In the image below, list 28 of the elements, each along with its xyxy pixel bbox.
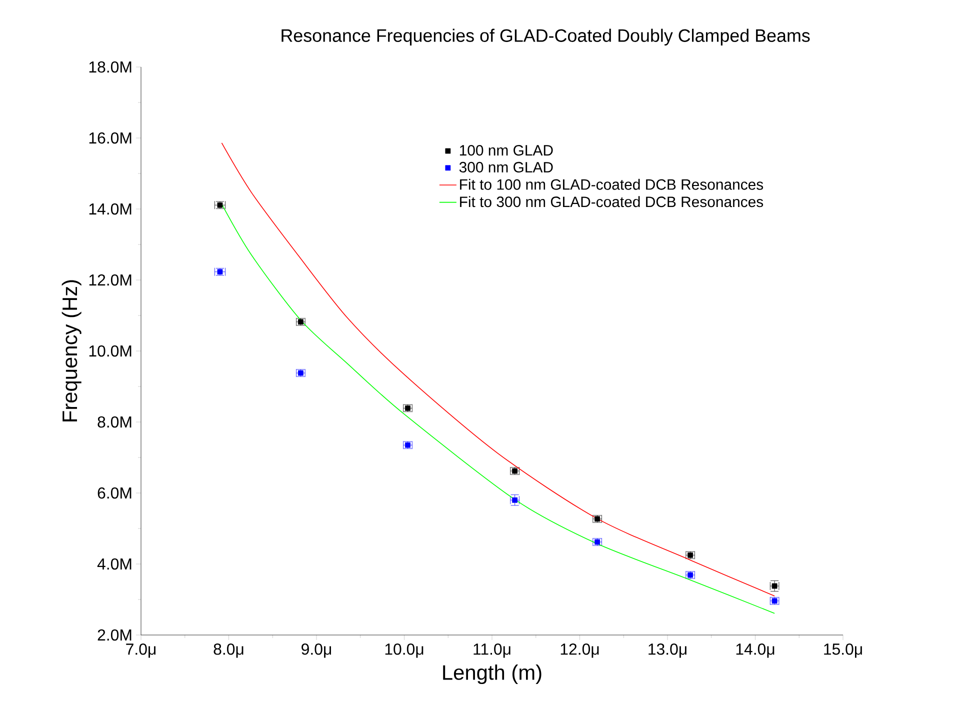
x-tick-label: 9.0μ	[302, 644, 332, 658]
y-tick-label: 12.0M	[89, 274, 132, 286]
point	[772, 583, 778, 589]
y-tick-label: 10.0M	[89, 345, 132, 357]
legend-label: 300 nm GLAD	[459, 162, 553, 173]
legend-label: 100 nm GLAD	[460, 145, 553, 156]
legend-label: Fit to 300 nm GLAD-coated DCB Resonances	[460, 196, 764, 208]
line-series	[221, 142, 775, 596]
y-tick-label: 8.0M	[98, 416, 132, 428]
y-tick-label: 6.0M	[98, 487, 132, 499]
y-tick-label: 16.0M	[89, 132, 132, 144]
point	[512, 497, 518, 503]
x-tick-label: 12.0μ	[560, 644, 599, 658]
chart-title: Resonance Frequencies of GLAD-Coated Doubly Clamped Beams	[282, 28, 810, 46]
x-axis-title: Length (m)	[443, 664, 542, 684]
y-axis-title: Frequency (Hz)	[62, 280, 82, 422]
x-tick-label: 7.0μ	[126, 644, 156, 658]
y-tick-label: 18.0M	[89, 61, 132, 73]
x-tick-label: 10.0μ	[385, 644, 424, 658]
y-tick-label: 2.0M	[98, 629, 132, 641]
legend-label: Fit to 100 nm GLAD-coated DCB Resonances	[460, 178, 764, 190]
x-tick-label: 14.0μ	[736, 644, 774, 658]
y-tick-label: 14.0M	[89, 203, 132, 215]
y-tick-label: 4.0M	[97, 558, 132, 570]
x-tick-label: 13.0μ	[648, 644, 686, 658]
x-tick-label: 8.0μ	[214, 644, 244, 658]
x-tick-label: 11.0μ	[474, 644, 510, 658]
x-tick-label: 15.0μ	[824, 644, 862, 658]
